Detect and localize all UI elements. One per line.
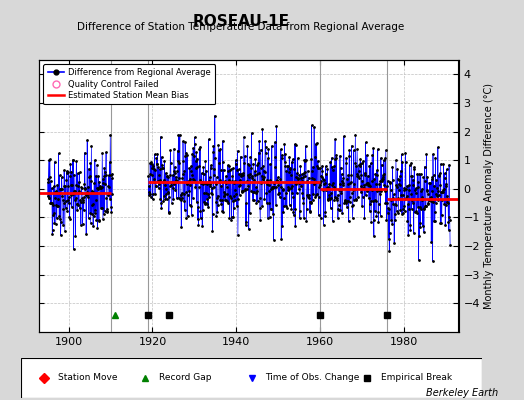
- Text: ROSEAU-1E: ROSEAU-1E: [192, 14, 290, 29]
- Text: Difference of Station Temperature Data from Regional Average: Difference of Station Temperature Data f…: [78, 22, 405, 32]
- Text: Station Move: Station Move: [58, 374, 117, 382]
- Text: Record Gap: Record Gap: [159, 374, 212, 382]
- Text: Time of Obs. Change: Time of Obs. Change: [265, 374, 360, 382]
- Text: Berkeley Earth: Berkeley Earth: [425, 388, 498, 398]
- Y-axis label: Monthly Temperature Anomaly Difference (°C): Monthly Temperature Anomaly Difference (…: [484, 83, 494, 309]
- Text: Empirical Break: Empirical Break: [380, 374, 452, 382]
- Legend: Difference from Regional Average, Quality Control Failed, Estimated Station Mean: Difference from Regional Average, Qualit…: [43, 64, 215, 104]
